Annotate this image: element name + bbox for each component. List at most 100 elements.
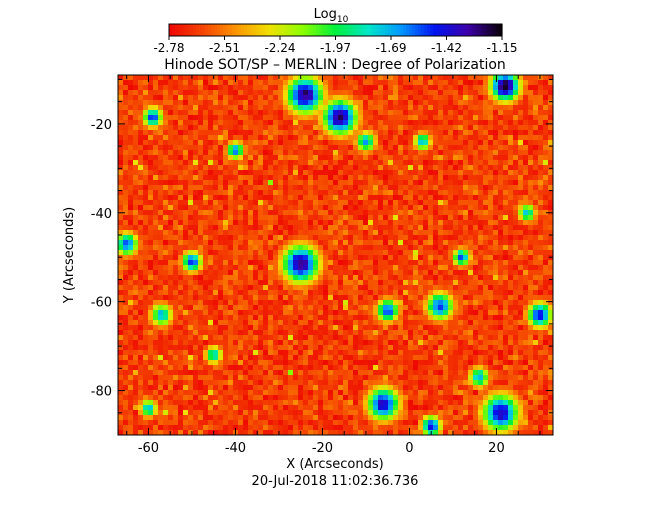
heatmap-cell: [518, 125, 524, 131]
heatmap-cell: [518, 285, 524, 291]
heatmap-cell: [293, 110, 299, 116]
heatmap-cell: [263, 345, 269, 351]
heatmap-cell: [488, 185, 494, 191]
heatmap-cell: [173, 110, 179, 116]
heatmap-cell: [448, 260, 454, 266]
heatmap-cell: [338, 145, 344, 151]
heatmap-cell: [138, 345, 144, 351]
heatmap-cell: [138, 270, 144, 276]
heatmap-cell: [253, 200, 259, 206]
heatmap-cell: [503, 265, 509, 271]
heatmap-cell: [313, 235, 319, 241]
heatmap-cell: [488, 175, 494, 181]
heatmap-cell: [293, 295, 299, 301]
heatmap-cell: [203, 105, 209, 111]
heatmap-cell: [433, 170, 439, 176]
heatmap-cell: [438, 170, 444, 176]
heatmap-cell: [243, 190, 249, 196]
heatmap-cell: [363, 285, 369, 291]
heatmap-cell: [193, 80, 199, 86]
heatmap-cell: [213, 335, 219, 341]
heatmap-cell: [378, 285, 384, 291]
heatmap-cell: [193, 315, 199, 321]
heatmap-cell: [213, 340, 219, 346]
heatmap-cell: [203, 130, 209, 136]
heatmap-cell: [218, 345, 224, 351]
heatmap-cell: [488, 165, 494, 171]
heatmap-cell: [268, 100, 274, 106]
heatmap-cell: [213, 120, 219, 126]
heatmap-cell: [373, 295, 379, 301]
heatmap-cell: [458, 315, 464, 321]
heatmap-cell: [513, 255, 519, 261]
heatmap-cell: [478, 105, 484, 111]
heatmap-cell: [128, 90, 134, 96]
heatmap-cell: [543, 95, 549, 101]
heatmap-cell: [303, 130, 309, 136]
heatmap-cell: [223, 160, 229, 166]
heatmap-cell: [468, 185, 474, 191]
heatmap-cell: [468, 345, 474, 351]
heatmap-cell: [508, 210, 514, 216]
heatmap-cell: [513, 155, 519, 161]
heatmap-cell: [513, 285, 519, 291]
heatmap-cell: [353, 140, 359, 146]
heatmap-cell: [343, 215, 349, 221]
heatmap-cell: [178, 155, 184, 161]
heatmap-cell: [313, 320, 319, 326]
heatmap-cell: [458, 345, 464, 351]
heatmap-cell: [428, 160, 434, 166]
heatmap-cell: [278, 235, 284, 241]
heatmap-cell: [178, 170, 184, 176]
heatmap-cell: [118, 110, 124, 116]
heatmap-cell: [328, 155, 334, 161]
heatmap-cell: [378, 325, 384, 331]
heatmap-cell: [258, 195, 264, 201]
heatmap-cell: [383, 240, 389, 246]
heatmap-cell: [513, 280, 519, 286]
heatmap-cell: [458, 135, 464, 141]
heatmap-cell: [218, 100, 224, 106]
heatmap-cell: [498, 105, 504, 111]
heatmap-cell: [533, 335, 539, 341]
heatmap-cell: [128, 75, 134, 81]
heatmap-cell: [138, 280, 144, 286]
heatmap-cell: [228, 335, 234, 341]
heatmap-cell: [498, 100, 504, 106]
heatmap-cell: [333, 100, 339, 106]
heatmap-cell: [128, 275, 134, 281]
heatmap-cell: [468, 205, 474, 211]
heatmap-cell: [308, 105, 314, 111]
heatmap-cell: [118, 255, 124, 261]
heatmap-cell: [283, 135, 289, 141]
heatmap-cell: [233, 325, 239, 331]
heatmap-cell: [138, 290, 144, 296]
heatmap-cell: [268, 335, 274, 341]
heatmap-cell: [468, 130, 474, 136]
heatmap-cell: [458, 350, 464, 356]
heatmap-cell: [458, 110, 464, 116]
heatmap-cell: [508, 75, 514, 81]
heatmap-cell: [423, 265, 429, 271]
heatmap-cell: [123, 125, 129, 131]
heatmap-cell: [543, 345, 549, 351]
heatmap-cell: [323, 75, 329, 81]
heatmap-cell: [153, 155, 159, 161]
heatmap-cell: [333, 255, 339, 261]
colorbar-cell: [421, 24, 425, 36]
heatmap-cell: [123, 245, 129, 251]
heatmap-cell: [338, 275, 344, 281]
heatmap-cell: [423, 310, 429, 316]
heatmap-cell: [283, 350, 289, 356]
heatmap-cell: [458, 285, 464, 291]
heatmap-cell: [308, 230, 314, 236]
heatmap-cell: [418, 275, 424, 281]
heatmap-cell: [228, 90, 234, 96]
heatmap-cell: [383, 90, 389, 96]
heatmap-cell: [148, 155, 154, 161]
heatmap-cell: [548, 100, 554, 106]
heatmap-cell: [308, 235, 314, 241]
heatmap-cell: [323, 350, 329, 356]
heatmap-cell: [353, 280, 359, 286]
heatmap-cell: [208, 225, 214, 231]
